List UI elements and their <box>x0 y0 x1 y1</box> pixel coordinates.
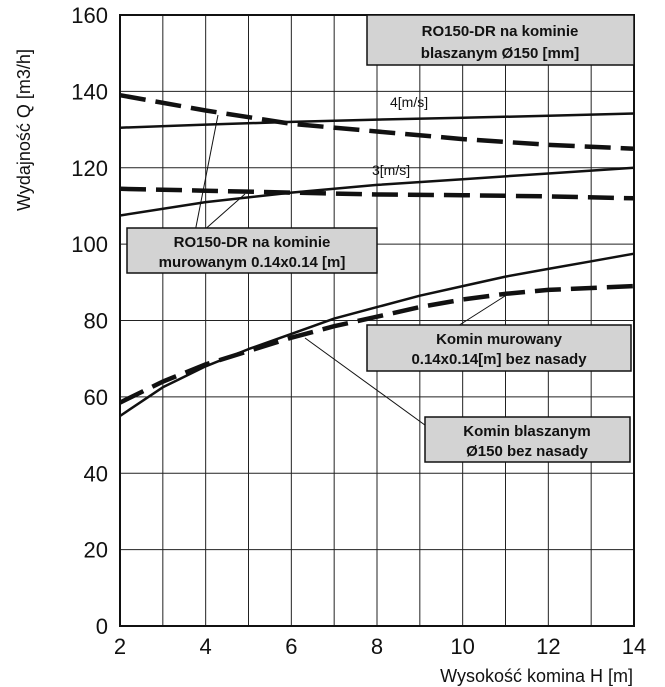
annotation-box-ro-brick: RO150-DR na kominie murowanym 0.14x0.14 … <box>126 227 378 274</box>
leader-line <box>304 337 441 437</box>
svg-text:blaszanym Ø150 [mm]: blaszanym Ø150 [mm] <box>421 45 579 62</box>
y-tick-label: 80 <box>84 309 108 334</box>
x-tick-label: 14 <box>622 634 646 659</box>
svg-text:RO150-DR na kominie: RO150-DR na kominie <box>174 234 331 251</box>
leader-line <box>201 193 246 233</box>
grid <box>119 14 635 627</box>
y-tick-label: 100 <box>71 232 108 257</box>
y-tick-label: 20 <box>84 538 108 563</box>
svg-text:Komin murowany: Komin murowany <box>436 331 563 348</box>
x-tick-label: 2 <box>114 634 126 659</box>
svg-text:Komin blaszanym: Komin blaszanym <box>463 423 591 440</box>
leader-line <box>194 114 219 233</box>
x-tick-label: 4 <box>200 634 212 659</box>
series-layer <box>119 92 635 418</box>
series-line-3 <box>119 92 635 151</box>
series-line-2 <box>119 166 635 217</box>
annotation-box-ro-steel: RO150-DR na kominie blaszanym Ø150 [mm] <box>366 14 635 66</box>
y-tick-label: 40 <box>84 461 108 486</box>
series-line-6 <box>119 283 635 405</box>
svg-text:Ø150 bez nasady: Ø150 bez nasady <box>466 443 588 460</box>
svg-text:RO150-DR na kominie: RO150-DR na kominie <box>422 23 579 40</box>
series-line-4 <box>119 186 635 201</box>
annotation-box-steel-chimney: Komin blaszanym Ø150 bez nasady <box>424 416 631 463</box>
x-tick-label: 12 <box>536 634 560 659</box>
x-tick-label: 8 <box>371 634 383 659</box>
y-tick-label: 160 <box>71 3 108 28</box>
y-tick-label: 0 <box>96 614 108 639</box>
annotation-box-brick-chimney: Komin murowany 0.14x0.14[m] bez nasady <box>366 324 632 372</box>
series-line-1 <box>119 112 635 129</box>
y-axis-title: Wydajność Q [m3/h] <box>14 49 34 211</box>
svg-text:murowanym 0.14x0.14 [m]: murowanym 0.14x0.14 [m] <box>159 254 346 271</box>
x-tick-label: 10 <box>450 634 474 659</box>
y-tick-label: 140 <box>71 79 108 104</box>
y-tick-label: 60 <box>84 385 108 410</box>
speed-label-3: 3[m/s] <box>372 162 410 178</box>
y-tick-label: 120 <box>71 156 108 181</box>
x-axis-title: Wysokość komina H [m] <box>440 666 633 686</box>
svg-text:0.14x0.14[m] bez nasady: 0.14x0.14[m] bez nasady <box>411 351 587 368</box>
speed-label-4: 4[m/s] <box>390 94 428 110</box>
x-tick-label: 6 <box>285 634 297 659</box>
